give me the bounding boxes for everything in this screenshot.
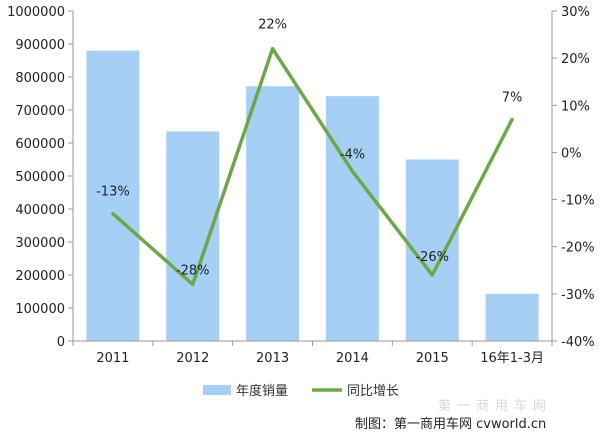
left-tick-label: 0 <box>57 335 65 350</box>
x-tick-label: 2012 <box>176 351 209 366</box>
x-tick-label: 2013 <box>256 351 289 366</box>
right-tick-label: 10% <box>561 99 590 114</box>
x-tick-label: 2014 <box>336 351 369 366</box>
data-label-2013: 22% <box>258 18 287 33</box>
left-tick-label: 100000 <box>15 302 65 317</box>
watermark-text: 第一商用车网 <box>438 398 552 414</box>
right-tick-label: -30% <box>561 288 595 303</box>
x-tick-label: 16年1-3月 <box>480 351 544 366</box>
growth-line <box>111 46 514 287</box>
right-tick-label: 30% <box>561 5 590 20</box>
legend-label-bar: 年度销量 <box>236 383 288 399</box>
left-tick-label: 600000 <box>15 137 65 152</box>
x-tick-label: 2011 <box>96 351 129 366</box>
right-tick-label: -40% <box>561 335 595 350</box>
bar-2014 <box>325 96 379 341</box>
left-tick-label: 200000 <box>15 269 65 284</box>
left-tick-label: 300000 <box>15 236 65 251</box>
right-tick-label: -20% <box>561 241 595 256</box>
data-label-16年1-3月: 7% <box>502 90 523 105</box>
right-tick-label: -10% <box>561 194 595 209</box>
data-label-2012: -28% <box>176 263 210 278</box>
legend-label-line: 同比增长 <box>347 384 399 399</box>
bar-16年1-3月 <box>485 293 539 341</box>
data-label-2014: -4% <box>340 147 365 162</box>
left-tick-label: 1000000 <box>7 5 65 20</box>
left-tick-label: 500000 <box>15 170 65 185</box>
line-series: -13% -28% 22% -4% -26% 7% <box>96 18 523 287</box>
chart-credit: 制图：第一商用车网 cvworld.cn <box>355 416 546 432</box>
bar-series <box>86 50 539 342</box>
data-label-2015: -26% <box>415 250 449 265</box>
axes: 0 100000 200000 300000 400000 500000 600000 700… <box>7 5 595 366</box>
right-tick-label: 20% <box>561 52 590 67</box>
legend: 年度销量 同比增长 <box>203 383 399 399</box>
legend-swatch-bar <box>203 385 231 395</box>
left-tick-label: 400000 <box>15 203 65 218</box>
right-tick-label: 0% <box>561 146 582 161</box>
x-tick-label: 2015 <box>416 351 449 366</box>
bar-2013 <box>246 86 300 342</box>
left-tick-label: 700000 <box>15 104 65 119</box>
bar-2011 <box>86 50 140 341</box>
left-tick-label: 900000 <box>15 38 65 53</box>
bar-2012 <box>166 131 220 341</box>
left-tick-label: 800000 <box>15 71 65 86</box>
data-label-2011: -13% <box>96 185 130 200</box>
